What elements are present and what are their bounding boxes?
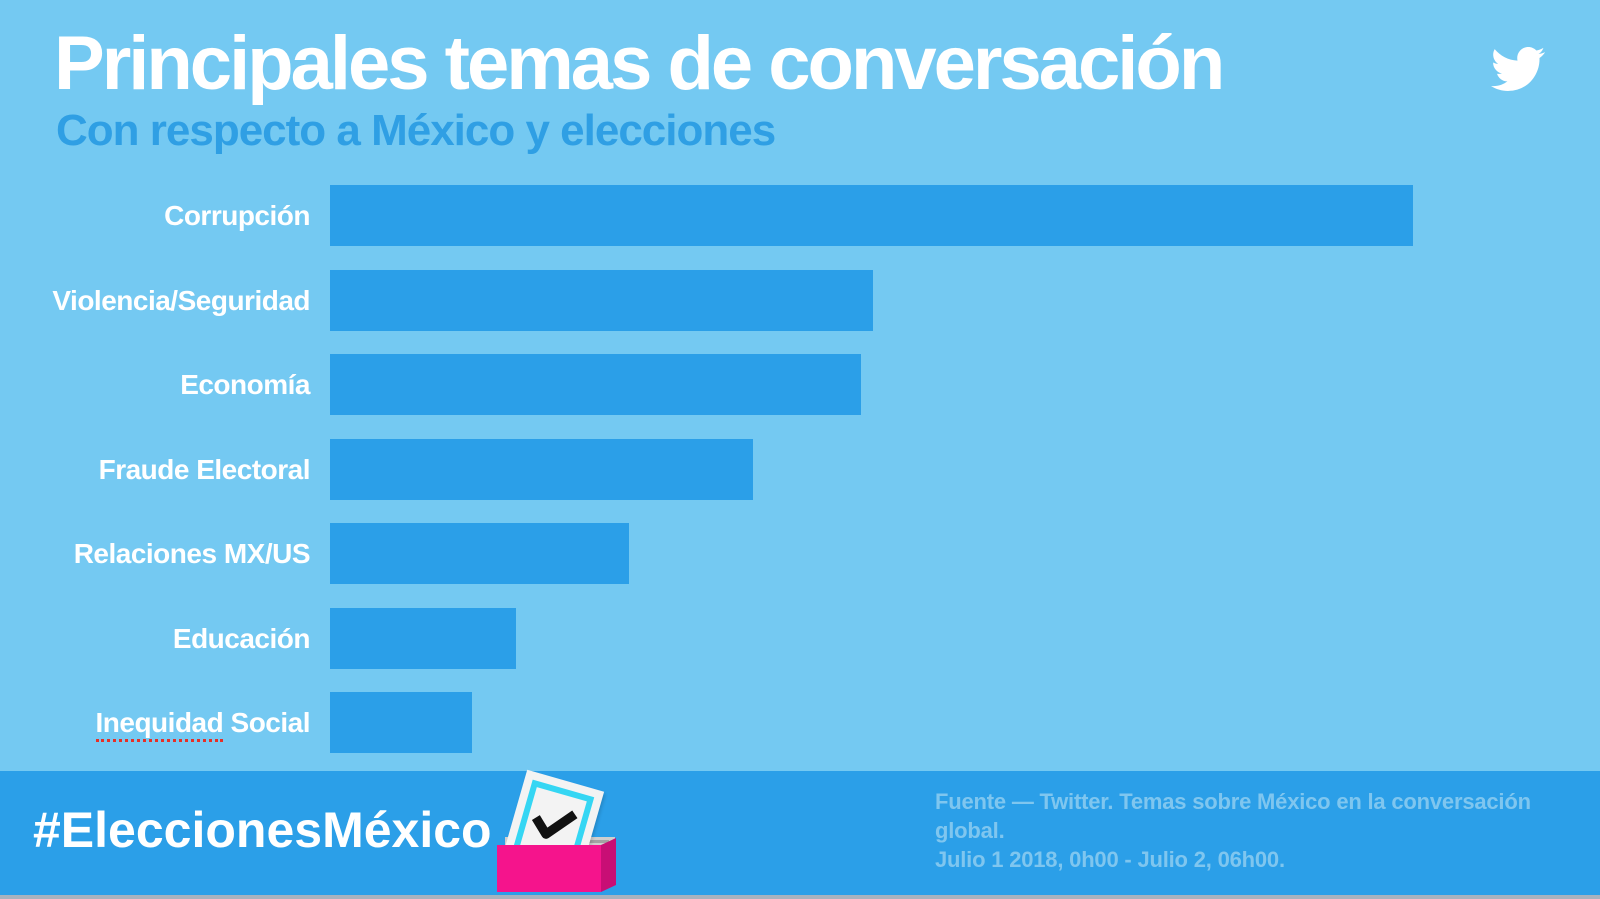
category-label: Violencia/Seguridad (52, 284, 310, 316)
category-label: Relaciones MX/US (73, 538, 311, 569)
window-bottom-edge (0, 895, 1600, 899)
category-label: Fraude Electoral (98, 453, 311, 485)
source-line-2: Julio 1 2018, 0h00 - Julio 2, 06h00. (935, 847, 1285, 872)
ballot-box-icon (497, 769, 627, 895)
page-title: Principales temas de conversación (54, 21, 1225, 106)
footer: #EleccionesMéxico Fuente — Twitter. Tema… (0, 769, 1600, 899)
bar (330, 692, 472, 753)
ballot-box-side (601, 838, 616, 892)
bar-chart: Corrupción Violencia/Seguridad Economía Fra… (0, 185, 1600, 777)
bar (330, 607, 517, 669)
checkmark-icon (531, 810, 578, 839)
chart-row: Fraude Electoral (0, 438, 1600, 500)
hashtag: #EleccionesMéxico (33, 802, 492, 858)
spellcheck-underline: Inequidad (95, 707, 224, 742)
category-label: Educación (172, 622, 311, 654)
twitter-bird-icon (1491, 47, 1546, 91)
ballot-paper-frame (512, 779, 595, 869)
ballot-box-front (497, 845, 601, 892)
bar (330, 354, 861, 415)
chart-row: Inequidad Social (0, 692, 1600, 753)
page-subtitle: Con respecto a México y elecciones (56, 106, 776, 155)
bar (330, 438, 754, 500)
chart-row: Educación (0, 607, 1600, 669)
chart-row: Violencia/Seguridad (0, 269, 1600, 331)
category-label: Corrupción (164, 200, 310, 231)
chart-row: Relaciones MX/US (0, 523, 1600, 584)
bar (330, 523, 629, 584)
bar (330, 185, 1413, 246)
category-label: Economía (180, 369, 310, 400)
bar (330, 269, 873, 331)
ballot-paper-icon (501, 769, 605, 881)
source-note: Fuente — Twitter. Temas sobre México en … (935, 787, 1545, 874)
chart-row: Corrupción (0, 185, 1600, 246)
category-label: Inequidad Social (0, 692, 311, 753)
source-line-1: Fuente — Twitter. Temas sobre México en … (935, 789, 1531, 843)
chart-row: Economía (0, 354, 1600, 415)
